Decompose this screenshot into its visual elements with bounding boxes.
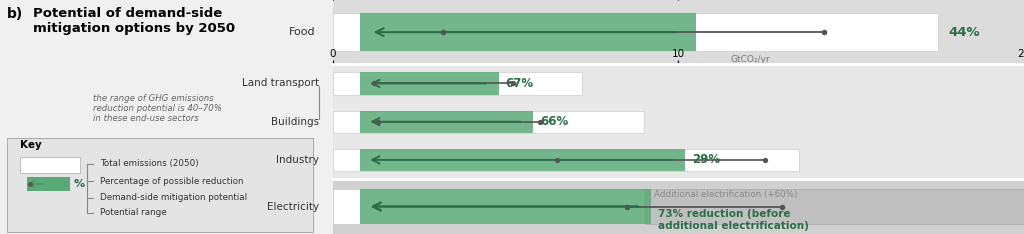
Text: Demand-side mitigation potential: Demand-side mitigation potential [100,193,247,202]
Text: Electricity: Electricity [267,201,319,212]
Text: Key: Key [20,140,42,150]
Bar [360,149,685,171]
Text: 44%: 44% [948,26,980,39]
Text: Potential range: Potential range [100,208,167,217]
Text: 73% reduction (before
additional electrification): 73% reduction (before additional electri… [657,209,809,231]
Text: Percentage of possible reduction: Percentage of possible reduction [100,177,244,186]
Text: the range of GHG emissions
reduction potential is 40–70%
in these end-use sector: the range of GHG emissions reduction pot… [93,94,222,123]
Text: Food: Food [289,27,315,37]
Bar [333,72,582,95]
FancyBboxPatch shape [27,177,70,191]
Bar [333,13,938,51]
Bar [360,72,499,95]
Bar [360,189,651,224]
Text: 29%: 29% [692,154,720,166]
Text: %: % [74,179,84,189]
Bar [333,189,1024,224]
FancyBboxPatch shape [20,157,80,173]
Text: Potential of demand-side
mitigation options by 2050: Potential of demand-side mitigation opti… [33,7,236,35]
Text: Buildings: Buildings [271,117,319,127]
Text: 67%: 67% [506,77,534,90]
Bar [360,111,534,133]
Bar [360,13,695,51]
Text: b): b) [7,7,23,21]
FancyBboxPatch shape [7,138,313,232]
Text: Industry: Industry [276,155,319,165]
Text: 66%: 66% [541,115,568,128]
Text: Land transport: Land transport [242,78,319,88]
Text: GtCO₂/yr: GtCO₂/yr [730,55,770,64]
Bar [333,111,644,133]
Text: Total emissions (2050): Total emissions (2050) [100,159,199,168]
Text: Additional electrification (+60%): Additional electrification (+60%) [654,190,798,199]
Bar [333,149,800,171]
Bar [333,189,644,224]
